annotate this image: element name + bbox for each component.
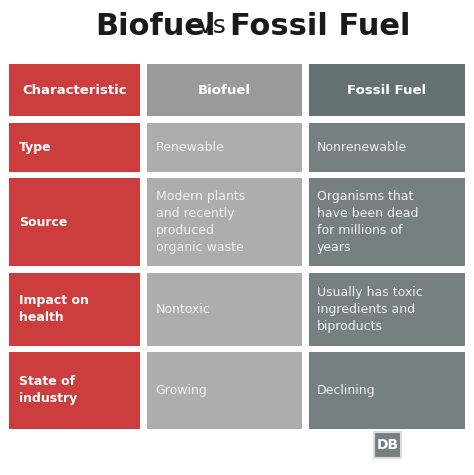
Text: vs: vs — [190, 14, 234, 38]
Text: Fossil Fuel: Fossil Fuel — [347, 84, 426, 96]
Text: State of
industry: State of industry — [19, 376, 77, 406]
Text: Usually has toxic
ingredients and
biproducts: Usually has toxic ingredients and biprod… — [317, 286, 423, 333]
Bar — [147, 273, 302, 346]
Bar — [9, 178, 140, 266]
Text: Declining: Declining — [317, 384, 376, 397]
Bar — [374, 432, 401, 458]
Bar — [147, 64, 302, 116]
Bar — [309, 273, 465, 346]
Text: Nontoxic: Nontoxic — [155, 303, 210, 316]
Text: DB: DB — [376, 438, 399, 452]
Text: Biofuel: Biofuel — [95, 11, 216, 41]
Text: Organisms that
have been dead
for millions of
years: Organisms that have been dead for millio… — [317, 190, 419, 254]
Text: Biofuel: Biofuel — [198, 84, 251, 96]
Bar — [147, 352, 302, 428]
Bar — [147, 123, 302, 171]
Text: Difference
Between.net: Difference Between.net — [406, 435, 464, 456]
Text: Characteristic: Characteristic — [23, 84, 127, 96]
Text: Modern plants
and recently
produced
organic waste: Modern plants and recently produced orga… — [155, 190, 245, 254]
Bar — [9, 273, 140, 346]
Text: Source: Source — [19, 216, 67, 229]
Bar — [9, 123, 140, 171]
Bar — [147, 178, 302, 266]
Bar — [309, 123, 465, 171]
Text: Nonrenewable: Nonrenewable — [317, 141, 407, 154]
Text: Renewable: Renewable — [155, 141, 224, 154]
Bar — [9, 64, 140, 116]
Bar — [9, 352, 140, 428]
Text: Growing: Growing — [155, 384, 208, 397]
Bar — [309, 352, 465, 428]
Bar — [309, 64, 465, 116]
Text: Fossil Fuel: Fossil Fuel — [230, 11, 410, 41]
Text: Impact on
health: Impact on health — [19, 294, 89, 324]
Text: Type: Type — [19, 141, 52, 154]
Bar — [309, 178, 465, 266]
